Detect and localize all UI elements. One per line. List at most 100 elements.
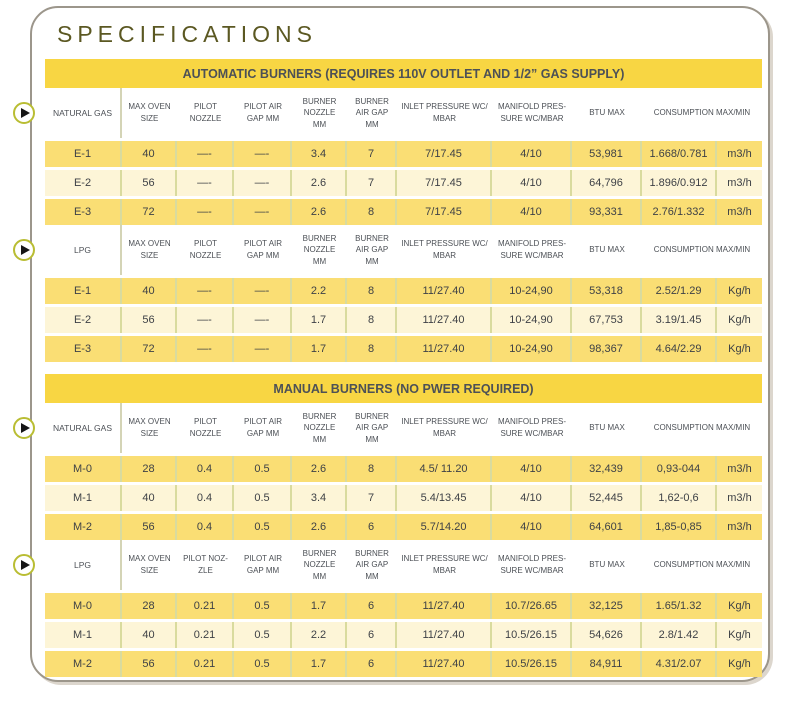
play-icon[interactable] [13,554,35,576]
value-cell: 72 [122,336,177,362]
value-cell: 64,796 [572,170,642,196]
value-cell: 5.4/13.45 [397,485,492,511]
value-cell: 7/17.45 [397,199,492,225]
value-cell: 4.31/2.07 [642,651,717,677]
column-header: INLET PRESSURE WC/ MBAR [401,102,488,123]
value-cell: —- [177,278,234,304]
column-header: BTU MAX [589,423,625,433]
unit-cell: Kg/h [717,651,762,677]
column-header: INLET PRESSURE WC/ MBAR [401,417,488,438]
column-header: BTU MAX [589,108,625,118]
table-row: M-0 28 0.21 0.5 1.7 6 11/27.40 10.7/26.65 32,125… [45,593,762,619]
table-row: E-2 56 —- —- 1.7 8 11/27.40 10-24,90 67,753 3.19/… [45,307,762,333]
value-cell: 53,318 [572,278,642,304]
value-cell: 53,981 [572,141,642,167]
play-icon[interactable] [13,417,35,439]
play-triangle-icon [20,560,30,570]
value-cell: 11/27.40 [397,278,492,304]
value-cell: 10.7/26.65 [492,593,572,619]
unit-cell: m3/h [717,514,762,540]
column-header: CONSUMPTION MAX/MIN [653,108,751,118]
unit-cell: Kg/h [717,336,762,362]
section-header-row: LPG MAX OVEN SIZE PILOT NOZ- ZLE PILOT AIR … [13,540,762,590]
value-cell: 3.4 [292,485,347,511]
unit-cell: m3/h [717,485,762,511]
play-icon[interactable] [13,102,35,124]
column-header: BTU MAX [589,245,625,255]
value-cell: 6 [347,514,397,540]
value-cell: 11/27.40 [397,593,492,619]
table-row: E-3 72 —- —- 2.6 8 7/17.45 4/10 93,331 2.76/1.332… [45,199,762,225]
column-header: INLET PRESSURE WC/ MBAR [401,554,488,575]
value-cell: 11/27.40 [397,651,492,677]
model-label: E-1 [45,278,122,304]
gas-type-label: NATURAL GAS [45,88,122,138]
value-cell: 98,367 [572,336,642,362]
value-cell: 0.5 [234,593,292,619]
column-header: MANIFOLD PRES- SURE WC/MBAR [497,554,566,575]
column-header: CONSUMPTION MAX/MIN [653,245,751,255]
value-cell: 0.5 [234,485,292,511]
value-cell: 56 [122,307,177,333]
model-label: E-3 [45,336,122,362]
value-cell: 56 [122,170,177,196]
value-cell: 64,601 [572,514,642,540]
gas-type-label: NATURAL GAS [45,403,122,453]
table-row: M-1 40 0.21 0.5 2.2 6 11/27.40 10.5/26.15 54,626… [45,622,762,648]
value-cell: 2.6 [292,170,347,196]
value-cell: 2.6 [292,456,347,482]
table-row: M-1 40 0.4 0.5 3.4 7 5.4/13.45 4/10 52,445 1,62-0… [45,485,762,511]
column-header: PILOT NOZZLE [189,417,222,438]
value-cell: 0.5 [234,514,292,540]
table-row: M-2 56 0.4 0.5 2.6 6 5.7/14.20 4/10 64,601 1,85-0… [45,514,762,540]
value-cell: 7 [347,141,397,167]
table-row: E-2 56 —- —- 2.6 7 7/17.45 4/10 64,796 1.896/0.91… [45,170,762,196]
value-cell: 1,85-0,85 [642,514,717,540]
value-cell: 67,753 [572,307,642,333]
model-label: E-1 [45,141,122,167]
value-cell: 10-24,90 [492,336,572,362]
value-cell: 7/17.45 [397,141,492,167]
column-header: PILOT AIR GAP MM [243,554,283,575]
spec-table: AUTOMATIC BURNERS (REQUIRES 110V OUTLET … [13,59,762,362]
value-cell: 32,439 [572,456,642,482]
value-cell: —- [177,170,234,196]
value-cell: 54,626 [572,622,642,648]
value-cell: 6 [347,651,397,677]
column-header: PILOT NOZZLE [189,239,222,260]
model-label: M-0 [45,593,122,619]
value-cell: 8 [347,307,397,333]
table-row: M-0 28 0.4 0.5 2.6 8 4.5/ 11.20 4/10 32,439 0,93-… [45,456,762,482]
value-cell: 40 [122,141,177,167]
table-row: E-1 40 —- —- 3.4 7 7/17.45 4/10 53,981 1.668/0.78… [45,141,762,167]
model-label: M-0 [45,456,122,482]
model-label: M-2 [45,514,122,540]
value-cell: 2.76/1.332 [642,199,717,225]
column-header: BURNER AIR GAP MM [355,548,389,581]
value-cell: —- [177,307,234,333]
play-icon[interactable] [13,239,35,261]
value-cell: 4.5/ 11.20 [397,456,492,482]
value-cell: —- [177,141,234,167]
value-cell: 2.2 [292,278,347,304]
column-header: BURNER NOZZLE MM [302,233,337,266]
column-header: MAX OVEN SIZE [128,239,171,260]
value-cell: 1.7 [292,651,347,677]
value-cell: 28 [122,593,177,619]
section-header-row: NATURAL GAS MAX OVEN SIZE PILOT NOZZLE PILO… [13,88,762,138]
value-cell: 0.4 [177,485,234,511]
value-cell: 10-24,90 [492,278,572,304]
value-cell: 8 [347,278,397,304]
value-cell: 1,62-0,6 [642,485,717,511]
value-cell: 0.21 [177,622,234,648]
column-header: PILOT AIR GAP MM [243,102,283,123]
tables-container: AUTOMATIC BURNERS (REQUIRES 110V OUTLET … [13,59,762,689]
section-header-row: NATURAL GAS MAX OVEN SIZE PILOT NOZZLE PILO… [13,403,762,453]
column-header: BURNER AIR GAP MM [355,233,389,266]
unit-cell: Kg/h [717,622,762,648]
value-cell: 4/10 [492,170,572,196]
unit-cell: Kg/h [717,278,762,304]
value-cell: —- [234,278,292,304]
value-cell: 0.4 [177,514,234,540]
value-cell: 56 [122,514,177,540]
